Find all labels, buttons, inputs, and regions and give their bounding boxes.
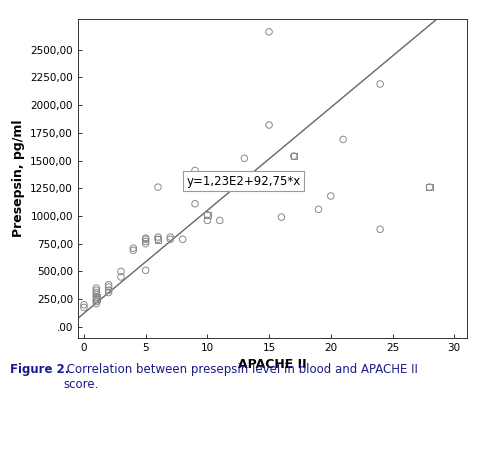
Point bbox=[142, 267, 150, 274]
Point bbox=[216, 217, 224, 224]
Point bbox=[92, 291, 100, 299]
Point bbox=[154, 236, 162, 243]
Point bbox=[80, 304, 88, 311]
Point bbox=[204, 217, 211, 224]
Point bbox=[117, 268, 125, 275]
Point bbox=[376, 225, 384, 233]
Point bbox=[314, 206, 322, 213]
Text: Figure 2.: Figure 2. bbox=[10, 363, 69, 376]
Point bbox=[154, 236, 162, 243]
Point bbox=[92, 295, 100, 303]
Point bbox=[376, 80, 384, 88]
Point bbox=[166, 233, 174, 241]
Point bbox=[92, 300, 100, 307]
Point bbox=[142, 240, 150, 247]
Point bbox=[426, 183, 434, 191]
Point bbox=[92, 298, 100, 305]
Point bbox=[278, 213, 285, 221]
Point bbox=[290, 152, 297, 160]
Point bbox=[241, 155, 248, 162]
Point bbox=[92, 293, 100, 300]
Point bbox=[129, 247, 137, 254]
Point bbox=[265, 121, 273, 129]
Point bbox=[92, 287, 100, 294]
Point bbox=[166, 236, 174, 243]
Point bbox=[265, 28, 273, 36]
Point bbox=[339, 136, 347, 143]
Point bbox=[129, 244, 137, 252]
Point bbox=[204, 211, 211, 219]
Point bbox=[80, 301, 88, 308]
Point bbox=[142, 236, 150, 243]
Point bbox=[327, 192, 335, 200]
Point bbox=[204, 211, 211, 219]
Point bbox=[154, 183, 162, 191]
Point bbox=[104, 283, 112, 291]
Point bbox=[92, 289, 100, 296]
Text: Correlation between presepsin level in blood and APACHE II
score.: Correlation between presepsin level in b… bbox=[63, 363, 418, 391]
Point bbox=[191, 200, 199, 207]
Point bbox=[426, 183, 434, 191]
X-axis label: APACHE II: APACHE II bbox=[238, 358, 307, 371]
Point bbox=[92, 284, 100, 292]
Point bbox=[191, 167, 199, 174]
Point bbox=[92, 293, 100, 300]
Point bbox=[142, 234, 150, 242]
Text: y=1,23E2+92,75*x: y=1,23E2+92,75*x bbox=[186, 175, 301, 188]
Point bbox=[104, 287, 112, 294]
Point bbox=[104, 281, 112, 288]
Point bbox=[117, 273, 125, 281]
Point bbox=[92, 295, 100, 303]
Point bbox=[142, 238, 150, 245]
Point bbox=[290, 152, 297, 160]
Point bbox=[179, 236, 187, 243]
Point bbox=[104, 289, 112, 296]
Point bbox=[154, 233, 162, 241]
Y-axis label: Presepsin, pg/ml: Presepsin, pg/ml bbox=[12, 119, 25, 237]
